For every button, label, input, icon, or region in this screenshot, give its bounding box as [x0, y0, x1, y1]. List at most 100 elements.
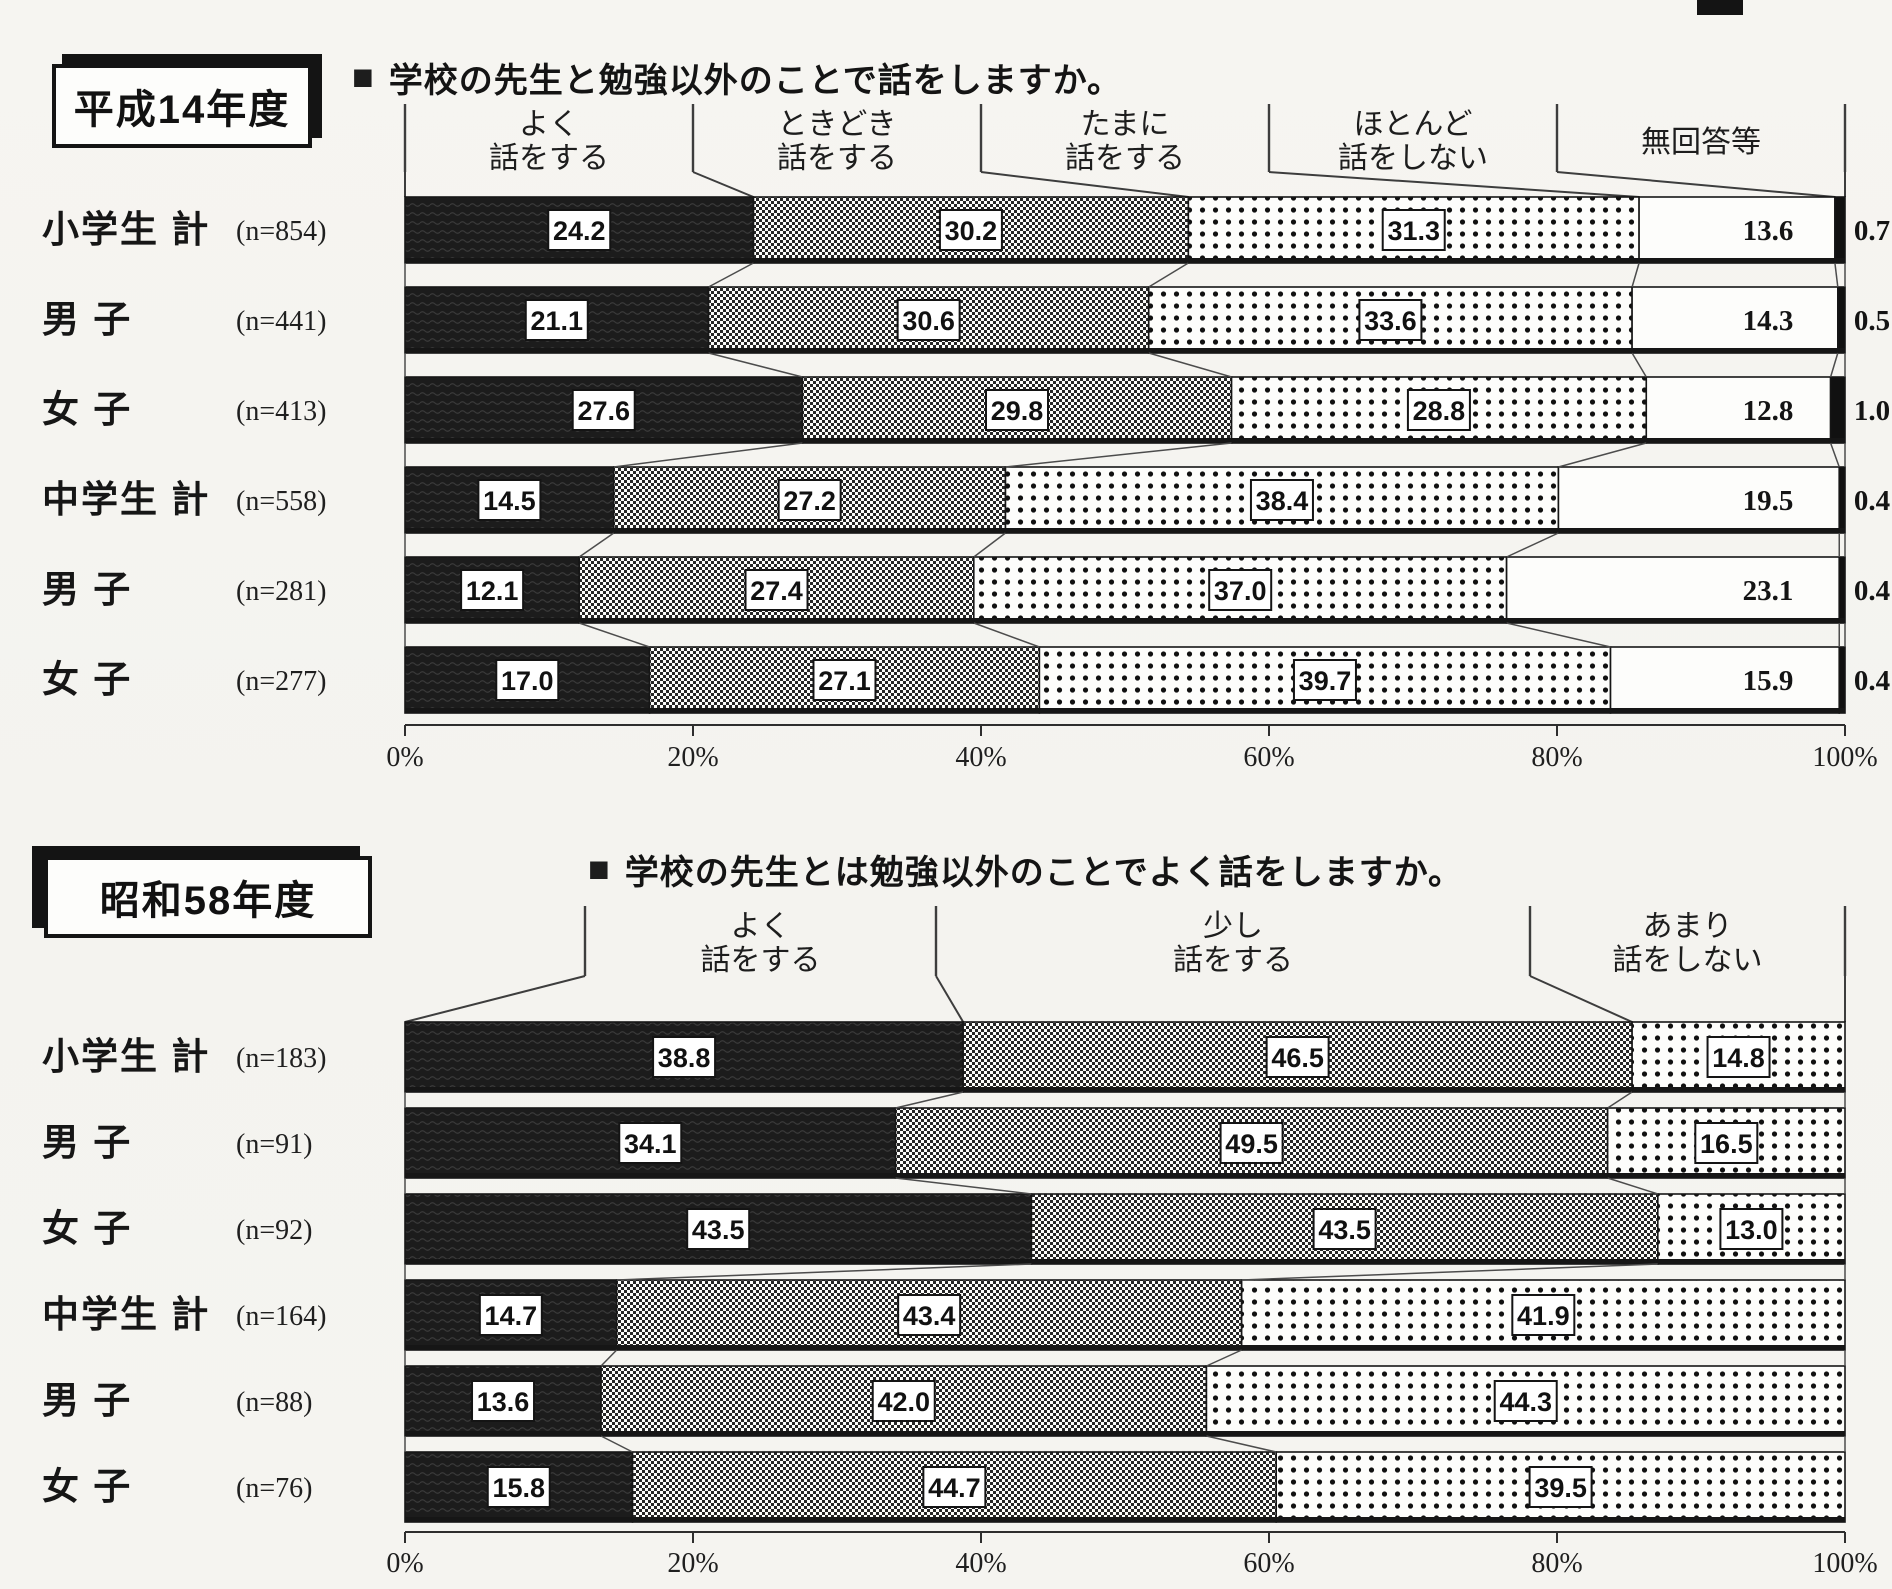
flow-connector-line: [1148, 352, 1232, 378]
value-label-box: [486, 1466, 551, 1508]
value-label-box: [896, 299, 961, 341]
row-label: 男 子: [42, 569, 132, 610]
legend-label-line2: 話をする: [1173, 944, 1293, 977]
x-axis-tick-label: 0%: [386, 1548, 423, 1579]
flow-connector-line: [1631, 262, 1640, 288]
bar-segment: [1829, 376, 1846, 444]
row-n-label: (n=76): [236, 1473, 312, 1504]
value-label: 46.5: [1271, 1043, 1324, 1073]
row-n-label: (n=854): [236, 216, 326, 247]
value-label: 38.8: [658, 1043, 711, 1073]
scan-artifact: [1697, 0, 1743, 15]
bar-segment: [1609, 646, 1841, 714]
legend-label-line1: よく: [731, 910, 791, 943]
row-n-label: (n=88): [236, 1387, 312, 1418]
value-label: 17.0: [501, 666, 554, 696]
legend-leader-line: [980, 171, 1189, 198]
x-axis: 0% 20% 40% 60% 80% 100%: [386, 1531, 1878, 1579]
flow-connector-line: [616, 1263, 1032, 1281]
value-label-box: [495, 659, 560, 701]
bar-bottom-edge: [405, 1517, 1845, 1522]
x-axis-tick-label: 40%: [955, 742, 1006, 773]
row-label: 女 子: [42, 1207, 132, 1249]
flow-connector-line: [1631, 352, 1647, 378]
x-axis-tick-label: 80%: [1531, 742, 1582, 773]
row-label: 女 子: [42, 1465, 132, 1507]
flow-connector-line: [1206, 1435, 1277, 1453]
flow-connector-line: [973, 532, 1006, 558]
bar-segment: [1838, 646, 1846, 714]
legend-label-line2: 話をする: [489, 142, 609, 175]
bar-row: 女 子 (n=277) 17.0 27.1 39.7 15.9 0.4: [42, 646, 1890, 714]
flow-connector-line: [895, 1177, 1032, 1195]
bar-segment: [1606, 1107, 1846, 1179]
value-label: 34.1: [624, 1129, 677, 1159]
legend-leader-line: [404, 975, 586, 1023]
value-label-box: [547, 209, 612, 251]
value-label-box: [777, 479, 842, 521]
title-bullet-icon: ■: [352, 56, 375, 97]
bar-bottom-edge: [405, 438, 1845, 443]
value-label-box: [1249, 479, 1314, 521]
legend-label-line2: 話をする: [701, 944, 821, 977]
value-label: 21.1: [530, 306, 583, 336]
value-label-box: [618, 1122, 683, 1164]
value-label: 27.2: [783, 486, 836, 516]
bar-bottom-edge: [405, 1087, 1845, 1092]
legend-label-line2: 話をする: [777, 142, 897, 175]
row-label: 中学生 計: [42, 478, 210, 520]
value-label-box: [744, 569, 809, 611]
row-n-label: (n=281): [236, 576, 326, 607]
bar-row: 女 子 (n=92) 43.5 43.5 13.0: [42, 1193, 1846, 1265]
value-label: 13.6: [1743, 215, 1794, 247]
value-label: 38.4: [1256, 486, 1309, 516]
value-label: 39.5: [1534, 1473, 1587, 1503]
value-label-box: [1381, 209, 1446, 251]
x-axis-tick-label: 20%: [667, 742, 718, 773]
value-label: 0.7: [1854, 215, 1890, 247]
legend-leader-line: [1556, 171, 1836, 198]
value-label: 27.6: [577, 396, 630, 426]
bar-row: 女 子 (n=76) 15.8 44.7 39.5: [42, 1451, 1846, 1523]
flow-connector-line: [1506, 532, 1559, 558]
legend-label-line2: 話をしない: [1338, 142, 1488, 175]
value-label: 27.4: [750, 576, 803, 606]
bar-bottom-edge: [405, 528, 1845, 533]
x-axis-tick-label: 80%: [1531, 1548, 1582, 1579]
value-label-box: [1208, 569, 1273, 611]
flow-connector-line: [708, 262, 754, 288]
value-label: 37.0: [1214, 576, 1267, 606]
bar-bottom-edge: [405, 1173, 1845, 1178]
flow-connector-line: [600, 1349, 618, 1367]
value-label-box: [1706, 1036, 1771, 1078]
value-label: 30.6: [902, 306, 955, 336]
x-axis-tick-label: 0%: [386, 742, 423, 773]
bar-row: 女 子 (n=413) 27.6 29.8 28.8 12.8 1.0: [42, 376, 1890, 444]
value-label: 14.8: [1712, 1043, 1765, 1073]
value-label: 13.0: [1725, 1215, 1778, 1245]
flow-connector-line: [895, 1091, 964, 1109]
bar-segment: [1638, 196, 1836, 264]
chart-title-showa58: ■ 学校の先生とは勉強以外のことでよく話をしますか。: [588, 846, 1463, 892]
value-label-box: [871, 1380, 936, 1422]
value-label: 27.1: [818, 666, 871, 696]
row-n-label: (n=164): [236, 1301, 326, 1332]
flow-connector-line: [578, 532, 615, 558]
value-label: 14.5: [483, 486, 536, 516]
value-label: 1.0: [1854, 395, 1890, 427]
bar-row: 小学生 計 (n=854) 24.2 30.2 31.3 13.6 0.7: [42, 196, 1890, 264]
legend-label-line1: ほとんど: [1353, 108, 1472, 141]
legend-label-line1: よく: [519, 108, 579, 141]
value-label-box: [686, 1208, 751, 1250]
value-label-box: [812, 659, 877, 701]
value-label: 12.8: [1743, 395, 1794, 427]
value-label-box: [524, 299, 589, 341]
row-label: 小学生 計: [42, 1035, 210, 1077]
value-label: 16.5: [1700, 1129, 1753, 1159]
legend-label: 無回答等: [1641, 126, 1761, 159]
row-label: 女 子: [42, 388, 132, 430]
period-box-showa58: 昭和58年度: [44, 856, 372, 938]
value-label: 13.6: [477, 1387, 530, 1417]
legend-label-line1: あまり: [1643, 910, 1733, 943]
